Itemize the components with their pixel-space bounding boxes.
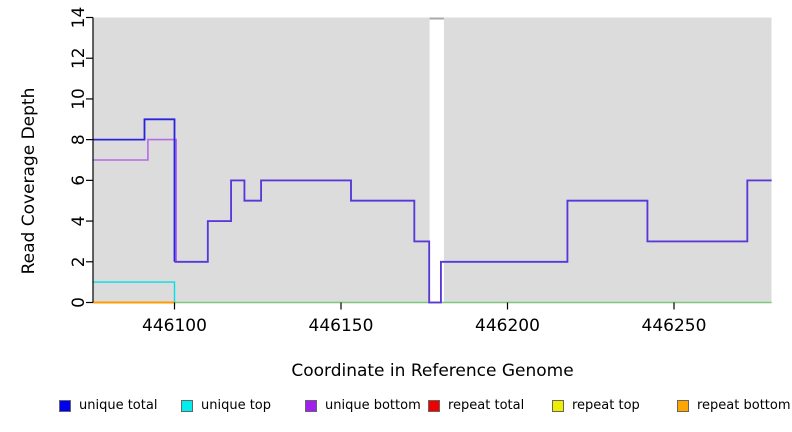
- y-tick-label: 8: [69, 134, 89, 145]
- x-tick-label: 446150: [309, 316, 374, 336]
- x-tick-label: 446100: [142, 316, 207, 336]
- y-tick-label: 2: [69, 256, 89, 267]
- series-unique-top: [93, 281, 176, 303]
- y-tick-label: 0: [69, 297, 89, 308]
- coverage-gap-cap: [429, 17, 444, 20]
- y-tick-label: 4: [69, 216, 89, 227]
- series-unique-total: [93, 118, 176, 262]
- x-tick-label: 446250: [642, 316, 707, 336]
- series-unique-total: [174, 179, 772, 304]
- y-tick-label: 14: [69, 7, 89, 29]
- coverage-gap-region: [429, 19, 444, 303]
- x-tick-label: 446200: [475, 316, 540, 336]
- x-axis-title: Coordinate in Reference Genome: [291, 361, 574, 381]
- y-axis-ticks: 0 2 4 6 8 10 12 14: [69, 7, 93, 308]
- y-tick-label: 12: [69, 47, 89, 69]
- y-tick-label: 6: [69, 175, 89, 186]
- y-tick-label: 10: [69, 88, 89, 110]
- y-axis-title: Read Coverage Depth: [19, 87, 39, 275]
- x-axis-ticks: 446100 446150 446200 446250: [142, 302, 707, 336]
